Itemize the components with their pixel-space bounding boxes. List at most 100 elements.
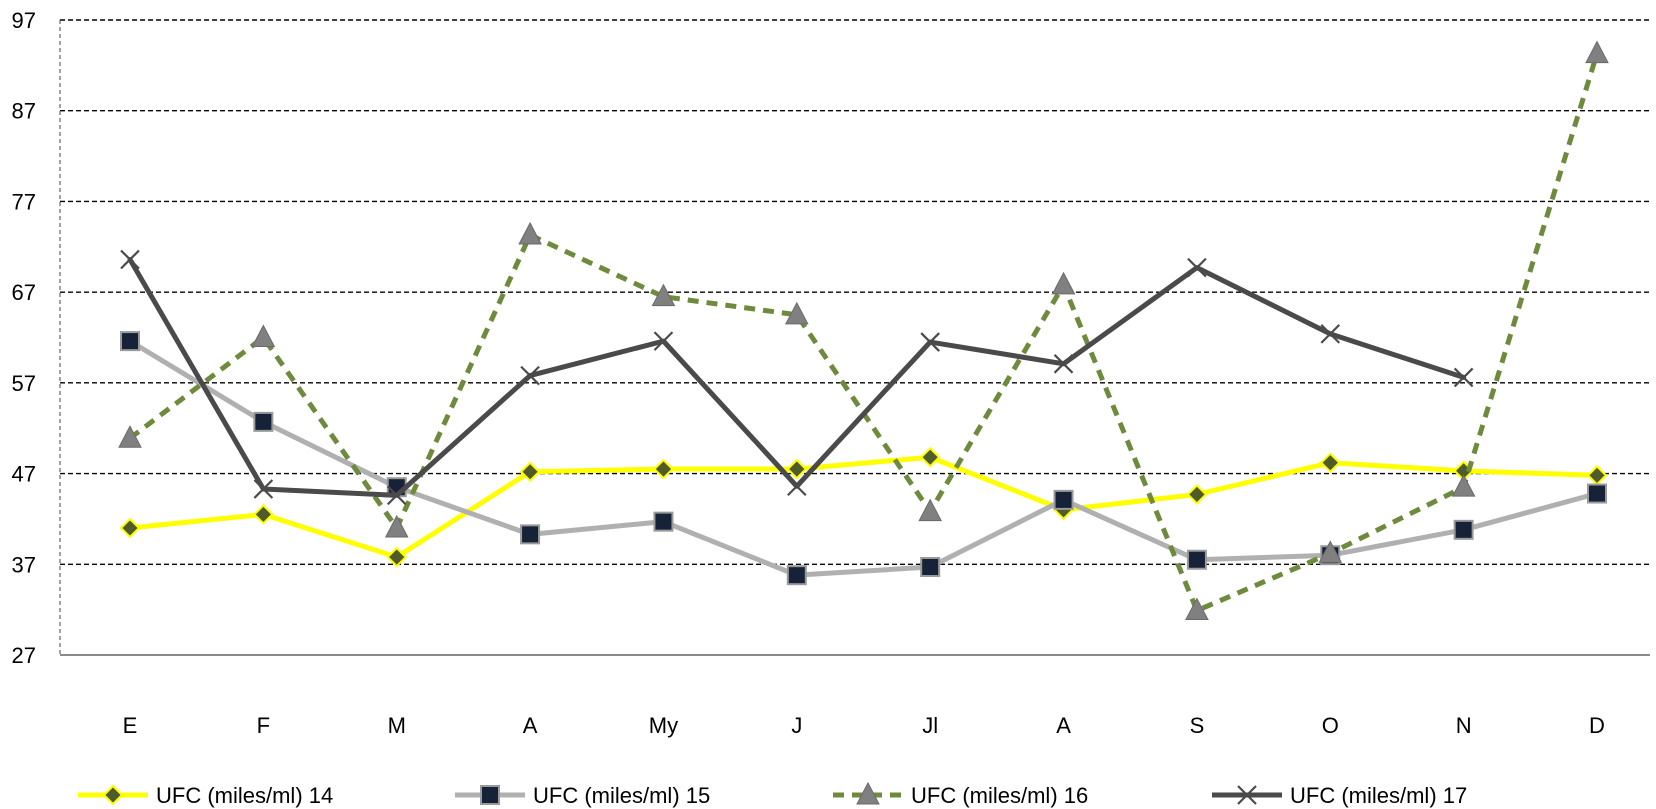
legend: UFC (miles/ml) 14 UFC (miles/ml) 15 UFC (m… xyxy=(78,781,1467,808)
series-1 xyxy=(119,446,1608,568)
y-tick-label: 77 xyxy=(12,189,36,214)
data-point xyxy=(1319,452,1341,474)
x-tick-label: D xyxy=(1589,713,1605,738)
x-tick-label: F xyxy=(257,713,270,738)
data-point-stroke xyxy=(253,479,274,499)
data-point-stroke xyxy=(1187,257,1207,278)
data-point xyxy=(252,503,274,525)
legend-item: UFC (miles/ml) 15 xyxy=(455,783,710,808)
x-tick-label: Jl xyxy=(922,713,938,738)
y-tick-label: 27 xyxy=(12,643,36,668)
x-tick-label: J xyxy=(791,713,802,738)
data-point xyxy=(1453,367,1474,388)
data-point xyxy=(653,458,674,480)
legend-label: UFC (miles/ml) 17 xyxy=(1290,783,1467,808)
data-point-stroke xyxy=(920,332,940,352)
series-line xyxy=(127,454,1600,560)
data-point xyxy=(520,524,541,545)
axes: 27 37 47 57 67 77 87 97 E F M A My J Jl A S O N D xyxy=(12,8,1650,738)
y-tick-label: 37 xyxy=(12,552,36,577)
x-tick-label: A xyxy=(523,713,538,738)
x-tick-label: My xyxy=(649,713,678,738)
data-point xyxy=(1186,549,1207,570)
data-point xyxy=(1186,484,1208,505)
data-point xyxy=(920,332,940,352)
data-point xyxy=(251,324,276,347)
series-2 xyxy=(120,331,1607,586)
data-point xyxy=(1587,483,1607,504)
data-point-stroke xyxy=(1453,367,1474,388)
data-point xyxy=(386,546,408,568)
legend-item: UFC (miles/ml) 16 xyxy=(833,781,1088,808)
data-point xyxy=(856,781,880,805)
data-point xyxy=(1453,519,1474,540)
data-point xyxy=(653,331,674,351)
data-point xyxy=(786,458,808,480)
data-point xyxy=(384,514,409,538)
data-point xyxy=(1237,785,1257,805)
y-tick-label: 97 xyxy=(12,8,36,33)
data-point xyxy=(480,785,500,805)
legend-item: UFC (miles/ml) 17 xyxy=(1212,783,1467,808)
x-tick-label: O xyxy=(1322,713,1339,738)
series-lines xyxy=(118,40,1609,621)
data-point xyxy=(119,517,141,539)
data-point xyxy=(120,249,140,270)
data-point-stroke xyxy=(653,331,674,351)
data-point xyxy=(918,498,943,522)
data-point xyxy=(1320,324,1341,344)
x-tick-label: M xyxy=(388,713,406,738)
data-point-stroke xyxy=(1053,354,1074,374)
data-point xyxy=(518,221,542,245)
x-tick-label: A xyxy=(1056,713,1071,738)
y-tick-label: 87 xyxy=(12,99,36,124)
data-point xyxy=(1318,540,1343,563)
data-point xyxy=(1451,474,1476,497)
data-point xyxy=(1053,354,1074,374)
data-point xyxy=(120,331,140,352)
data-point xyxy=(1586,464,1608,486)
data-point xyxy=(519,461,541,483)
data-point xyxy=(1185,597,1209,621)
data-point xyxy=(786,565,807,586)
data-point xyxy=(653,511,674,532)
data-point xyxy=(1053,489,1074,510)
data-point-stroke xyxy=(120,249,140,270)
data-point-stroke xyxy=(1320,324,1341,344)
data-point xyxy=(784,301,809,325)
x-tick-label: S xyxy=(1190,713,1205,738)
data-point-stroke xyxy=(787,476,807,497)
data-point xyxy=(1187,257,1207,278)
series-3 xyxy=(118,40,1609,621)
legend-label: UFC (miles/ml) 14 xyxy=(156,783,333,808)
legend-label: UFC (miles/ml) 16 xyxy=(911,783,1088,808)
data-point xyxy=(919,446,941,468)
data-point-stroke xyxy=(520,365,540,386)
data-point xyxy=(1585,40,1609,64)
data-point xyxy=(787,476,807,497)
data-point-stroke xyxy=(1237,785,1257,805)
y-tick-label: 57 xyxy=(12,371,36,396)
data-point xyxy=(651,283,676,307)
data-point xyxy=(920,557,941,578)
data-point xyxy=(253,479,274,499)
series-line xyxy=(128,52,1600,614)
series-line xyxy=(127,338,1600,578)
data-point xyxy=(118,425,142,448)
y-tick-label: 67 xyxy=(12,280,36,305)
data-point xyxy=(102,784,124,806)
gridlines xyxy=(60,19,1650,565)
data-point-stroke xyxy=(386,485,407,506)
x-tick-label: N xyxy=(1456,713,1472,738)
data-point xyxy=(520,365,540,386)
data-point xyxy=(253,411,274,432)
y-tick-label: 47 xyxy=(12,462,36,487)
legend-label: UFC (miles/ml) 15 xyxy=(533,783,710,808)
x-tick-label: E xyxy=(123,713,138,738)
legend-item: UFC (miles/ml) 14 xyxy=(78,783,333,808)
series-4 xyxy=(120,249,1474,506)
data-point xyxy=(386,485,407,506)
data-point xyxy=(1051,271,1076,295)
